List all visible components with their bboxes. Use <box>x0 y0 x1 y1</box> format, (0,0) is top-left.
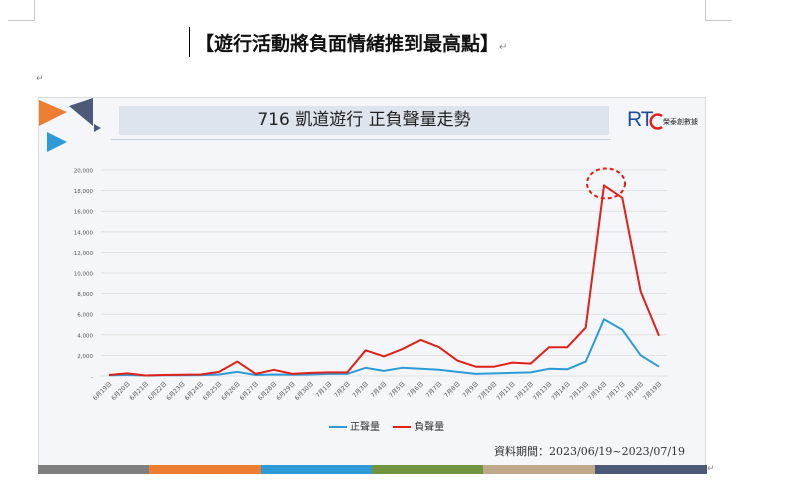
stripe-segment <box>149 465 262 474</box>
rt-logo: RT 榮泰創數據 <box>627 108 703 134</box>
x-tick-label: 6月25日 <box>202 380 224 402</box>
stripe-segment <box>594 465 707 474</box>
y-tick-label: 12,000 <box>74 251 94 257</box>
x-tick-label: 7月5日 <box>388 380 407 399</box>
data-period: 資料期間：2023/06/19~2023/07/19 <box>494 445 686 458</box>
x-tick-label: 6月20日 <box>110 380 132 402</box>
peak-highlight-circle <box>586 167 626 200</box>
x-tick-label: 6月23日 <box>165 380 187 402</box>
x-tick-label: 7月2日 <box>333 380 352 399</box>
negative-series-line <box>108 184 660 377</box>
positive-series-line <box>108 318 660 377</box>
legend-label-negative: 負聲量 <box>414 422 445 433</box>
y-tick-label: - <box>91 375 93 381</box>
x-tick-label: 6月29日 <box>275 380 297 402</box>
x-tick-label: 6月27日 <box>239 380 261 402</box>
logo-rt-text: RT <box>627 108 654 131</box>
empty-paragraph-mark: ↵ <box>36 74 44 84</box>
logo-subtitle: 榮泰創數據 <box>663 118 698 126</box>
y-tick-label: 20,000 <box>74 169 94 175</box>
y-tick-label: 14,000 <box>74 230 94 236</box>
chart-slide-image[interactable]: 716 凱道遊行 正負聲量走勢 RT 榮泰創數據 - 2,000 4,000 6,00… <box>38 97 706 474</box>
y-tick-label: 10,000 <box>74 272 94 278</box>
x-tick-label: 7月11日 <box>495 380 517 402</box>
x-tick-label: 7月1日 <box>315 380 334 399</box>
x-tick-label: 7月16日 <box>587 380 609 402</box>
legend-swatch-negative <box>393 426 412 428</box>
y-tick-label: 16,000 <box>74 210 94 216</box>
x-tick-label: 6月26日 <box>220 380 242 402</box>
stripe-segment <box>483 465 596 474</box>
x-tick-label: 6月28日 <box>257 380 279 402</box>
x-tick-label: 6月30日 <box>294 380 316 402</box>
stripe-segment <box>372 465 484 474</box>
y-tick-label: 18,000 <box>74 189 94 195</box>
x-tick-label: 7月17日 <box>605 380 627 402</box>
page-corner-mark-left <box>8 0 35 21</box>
x-tick-label: 6月24日 <box>184 380 206 402</box>
y-tick-label: 8,000 <box>77 292 93 298</box>
slide-title: 716 凱道遊行 正負聲量走勢 <box>119 106 609 135</box>
y-tick-label: 2,000 <box>77 354 93 360</box>
x-tick-label: 7月4日 <box>370 380 389 399</box>
x-tick-label: 7月13日 <box>532 380 554 402</box>
x-tick-label: 7月12日 <box>514 380 536 402</box>
x-tick-label: 7月7日 <box>425 380 444 399</box>
x-tick-label: 6月21日 <box>129 380 151 402</box>
x-tick-label: 7月18日 <box>624 380 646 402</box>
x-tick-label: 7月6日 <box>406 380 425 399</box>
logo-c-mark <box>649 113 663 130</box>
stripe-segment <box>38 465 150 474</box>
x-tick-label: 7月10日 <box>477 380 499 402</box>
y-tick-label: 4,000 <box>77 333 93 339</box>
legend-item-positive: 正聲量 <box>329 418 380 433</box>
x-tick-label: 7月15日 <box>569 380 591 402</box>
heading-text: 【遊行活動將負面情緒推到最高點】 <box>195 33 500 55</box>
x-tick-label: 7月3日 <box>351 380 370 399</box>
page-corner-mark-right <box>705 0 732 21</box>
text-cursor <box>189 27 190 57</box>
legend-label-positive: 正聲量 <box>350 422 380 433</box>
y-tick-label: 6,000 <box>77 313 93 319</box>
x-tick-label: 7月8日 <box>443 380 462 399</box>
x-tick-label: 6月22日 <box>147 380 169 402</box>
document-heading[interactable]: 【遊行活動將負面情緒推到最高點】↵ <box>195 30 507 58</box>
end-paragraph-mark: ↵ <box>707 464 715 474</box>
x-tick-label: 7月14日 <box>550 380 572 402</box>
chart-legend: 正聲量 負聲量 <box>329 418 454 433</box>
x-tick-label: 6月19日 <box>92 380 114 402</box>
legend-item-negative: 負聲量 <box>393 418 444 433</box>
legend-swatch-positive <box>329 426 347 428</box>
title-underline <box>111 139 611 140</box>
stripe-segment <box>260 465 373 474</box>
line-chart: - 2,000 4,000 6,000 8,000 10,000 12,000 14,000 1… <box>74 167 667 402</box>
slide-corner-decoration <box>39 98 101 152</box>
paragraph-mark: ↵ <box>499 42 508 53</box>
x-tick-label: 7月19日 <box>642 380 664 402</box>
